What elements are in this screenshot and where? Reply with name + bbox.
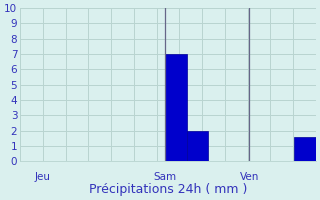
Bar xyxy=(165,54,187,161)
Bar xyxy=(294,137,316,161)
Text: Jeu: Jeu xyxy=(34,172,50,182)
Text: Sam: Sam xyxy=(153,172,177,182)
Text: Ven: Ven xyxy=(240,172,259,182)
X-axis label: Précipitations 24h ( mm ): Précipitations 24h ( mm ) xyxy=(89,183,247,196)
Bar xyxy=(187,131,208,161)
